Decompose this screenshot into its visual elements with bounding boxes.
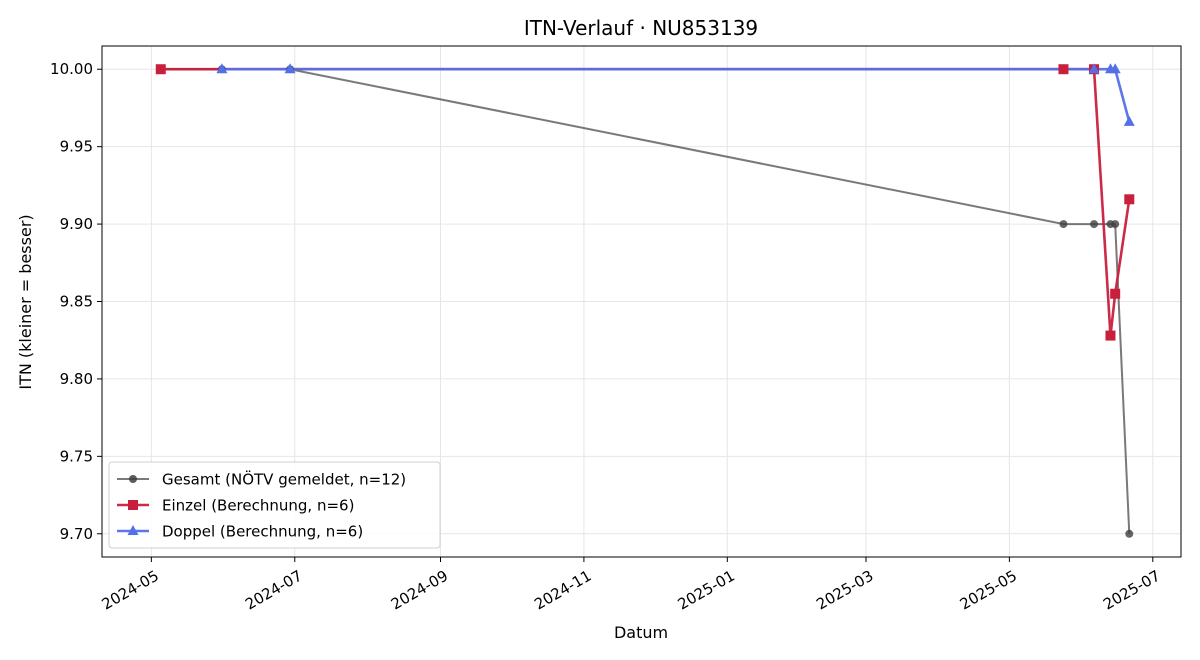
y-tick-label: 9.80 xyxy=(60,370,93,388)
data-point-circle xyxy=(1059,220,1068,229)
chart-title: ITN-Verlauf · NU853139 xyxy=(524,16,758,40)
x-tick-label: 2024-09 xyxy=(388,567,451,614)
data-point-square xyxy=(155,64,166,75)
data-point-triangle xyxy=(1109,63,1121,74)
data-point-triangle xyxy=(1123,115,1135,126)
x-axis: 2024-05 2024-07 2024-09 2024-11 2025-01 2025-… xyxy=(99,557,1163,614)
legend-swatch-marker xyxy=(128,500,138,510)
legend-label: Doppel (Berechnung, n=6) xyxy=(162,523,363,541)
data-point-triangle xyxy=(1088,63,1100,74)
x-axis-label: Datum xyxy=(614,623,668,642)
y-tick-label: 9.90 xyxy=(60,215,93,233)
data-point-square xyxy=(1124,194,1135,205)
data-point-circle xyxy=(1111,220,1120,229)
y-tick-label: 9.85 xyxy=(60,293,93,311)
data-point-square xyxy=(1110,288,1121,299)
grid xyxy=(102,46,1181,557)
series-line-square xyxy=(160,67,1131,337)
x-tick-label: 2025-03 xyxy=(813,567,876,614)
y-axis-label: ITN (kleiner = besser) xyxy=(16,214,35,389)
legend-label: Einzel (Berechnung, n=6) xyxy=(162,497,354,515)
x-tick-label: 2025-07 xyxy=(1100,567,1163,614)
data-point-triangle xyxy=(284,63,296,74)
x-tick-label: 2024-05 xyxy=(99,567,162,614)
y-tick-label: 10.00 xyxy=(50,60,93,78)
legend: Gesamt (NÖTV gemeldet, n=12) Einzel (Bere… xyxy=(108,461,441,549)
y-tick-label: 9.75 xyxy=(60,447,93,465)
plot-markers xyxy=(155,63,1135,538)
data-point-square xyxy=(1058,64,1069,75)
legend-label: Gesamt (NÖTV gemeldet, n=12) xyxy=(162,470,406,489)
x-tick-label: 2024-11 xyxy=(531,567,594,614)
legend-box xyxy=(108,461,441,549)
series-line-triangle xyxy=(221,67,1131,123)
y-tick-label: 9.70 xyxy=(60,525,93,543)
legend-swatch-marker xyxy=(129,475,137,483)
x-tick-label: 2024-07 xyxy=(242,567,305,614)
x-tick-label: 2025-01 xyxy=(675,567,738,614)
data-point-circle xyxy=(1125,529,1134,538)
data-point-triangle xyxy=(216,63,228,74)
legend-swatch-marker xyxy=(127,525,139,535)
data-point-square xyxy=(1105,330,1116,341)
y-tick-label: 9.95 xyxy=(60,138,93,156)
data-point-circle xyxy=(1090,220,1099,229)
y-axis: 9.70 9.75 9.80 9.85 9.90 9.95 10.00 xyxy=(50,60,102,543)
x-tick-label: 2025-05 xyxy=(957,567,1020,614)
